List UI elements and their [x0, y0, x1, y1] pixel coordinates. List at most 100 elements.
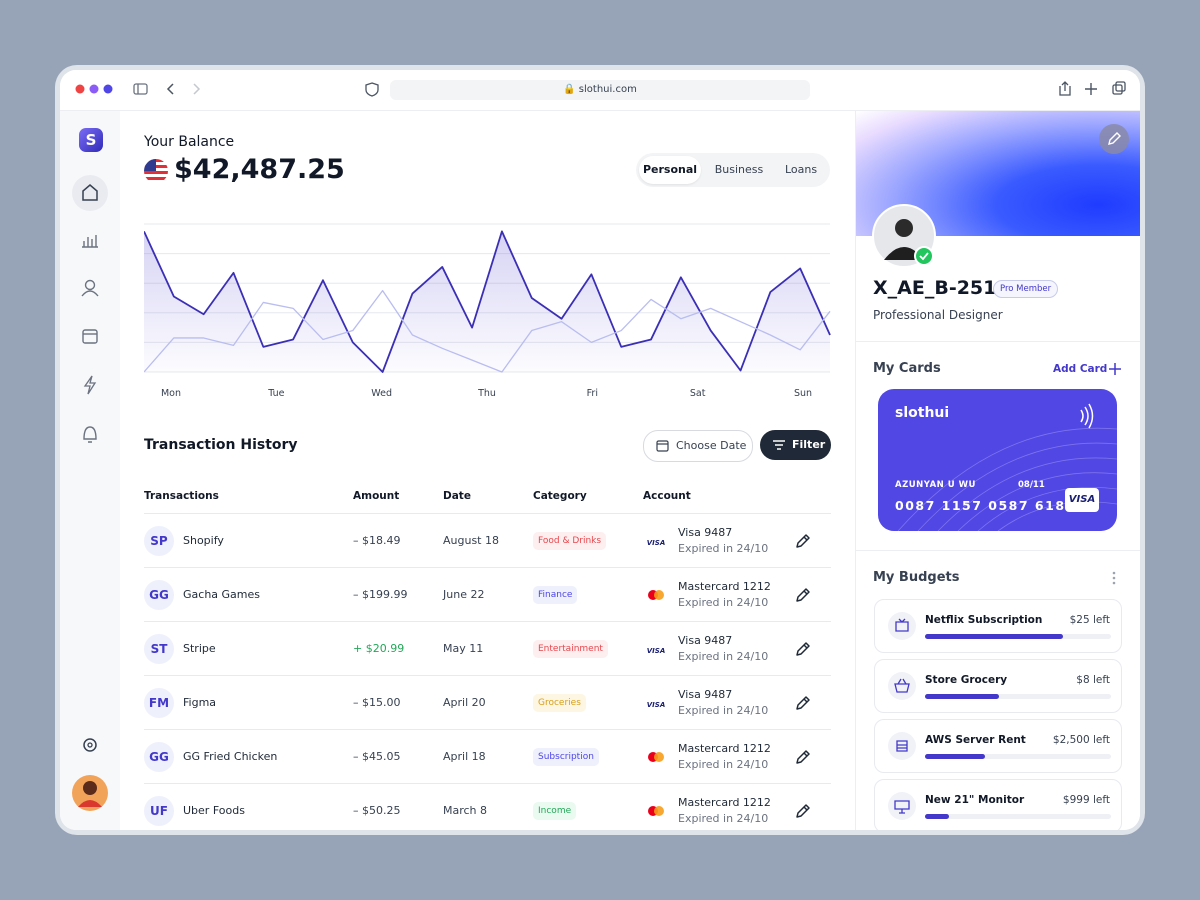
x-tick-label: Wed: [371, 388, 392, 399]
expiry: Expired in 24/10: [678, 650, 769, 663]
mastercard-icon: [648, 806, 664, 816]
card-number: 0087 1157 0587 6187: [895, 498, 1076, 513]
filter-button[interactable]: Filter: [760, 430, 831, 460]
x-tick-label: Fri: [587, 388, 598, 399]
choose-date-button[interactable]: Choose Date: [643, 430, 753, 462]
pencil: [796, 534, 810, 548]
credit-card[interactable]: slothui AZUNYAN U WU 08/11 0087 1157 058…: [878, 389, 1117, 531]
mc-yellow: [654, 806, 664, 816]
budget-icon: [888, 732, 916, 760]
tab[interactable]: Personal: [639, 156, 701, 184]
logo[interactable]: S: [79, 128, 103, 152]
date: August 18: [443, 534, 499, 547]
line: [144, 289, 831, 373]
mastercard-icon: [648, 752, 664, 762]
pencil: [796, 588, 810, 602]
category: Finance: [533, 586, 578, 604]
visa-mark: VISA: [647, 701, 665, 709]
pencil: [796, 804, 810, 818]
budget-item: Store Grocery $8 left: [874, 659, 1122, 713]
column-header: Date: [443, 490, 471, 502]
merchant: Stripe: [183, 642, 216, 655]
edit-button[interactable]: [794, 532, 812, 550]
amount: – $15.00: [353, 696, 401, 709]
budget-name: New 21" Monitor: [925, 794, 1025, 806]
card-holder: AZUNYAN U WU: [895, 480, 976, 490]
plus-icon[interactable]: [1108, 362, 1122, 376]
edit-button[interactable]: [794, 748, 812, 766]
account: Visa 9487: [678, 634, 733, 647]
button-label: Choose Date: [676, 439, 747, 452]
edit-button[interactable]: [794, 802, 812, 820]
progress-track: [925, 694, 1111, 699]
address-bar[interactable]: 🔒 slothui.com: [390, 80, 810, 100]
balance-label: Your Balance: [144, 134, 235, 150]
area: [144, 231, 830, 372]
account: Mastercard 1212: [678, 580, 771, 593]
budget-icon: [888, 612, 916, 640]
divider: [856, 550, 1140, 551]
profile-panel: X_AE_B-251 Pro Member Professional Desig…: [855, 111, 1140, 830]
date: April 20: [443, 696, 486, 709]
transaction-row: ST Stripe + $20.99 May 11 Entertainment VISA V…: [144, 621, 831, 676]
initials-avatar: ST: [144, 634, 174, 664]
budgets-title: My Budgets: [873, 570, 960, 585]
icon: [894, 678, 910, 693]
initials-avatar: UF: [144, 796, 174, 826]
amount: – $50.25: [353, 804, 401, 817]
calendar-icon: [656, 440, 669, 452]
budget-icon: [888, 672, 916, 700]
icon: [894, 800, 910, 814]
category: Entertainment: [533, 640, 608, 658]
column-header: Amount: [353, 490, 400, 502]
flag-icon: [144, 159, 168, 183]
card-pattern: [897, 403, 1117, 531]
edit-button[interactable]: [794, 586, 812, 604]
expiry: Expired in 24/10: [678, 812, 769, 825]
mc-yellow: [654, 752, 664, 762]
expiry: Expired in 24/10: [678, 704, 769, 717]
expiry: Expired in 24/10: [678, 596, 769, 609]
initials-avatar: GG: [144, 580, 174, 610]
mc-yellow: [654, 590, 664, 600]
tab[interactable]: Business: [714, 163, 764, 176]
icon-bg: [888, 732, 916, 760]
progress-bar: [925, 634, 1063, 639]
initials-avatar: FM: [144, 688, 174, 718]
date: May 11: [443, 642, 484, 655]
pro-badge: Pro Member: [993, 280, 1059, 298]
icon-bg: [888, 612, 916, 640]
icon: [896, 740, 908, 752]
edit-cover-button[interactable]: [1098, 123, 1130, 155]
toolbar: 🔒 slothui.com: [60, 70, 1140, 111]
pencil: [796, 750, 810, 764]
progress-bar: [925, 754, 985, 759]
profile-role: Professional Designer: [873, 308, 1003, 322]
more-menu[interactable]: [1111, 570, 1117, 586]
card-expiry: 08/11: [1018, 480, 1045, 490]
progress-track: [925, 754, 1111, 759]
profile-name: X_AE_B-251: [873, 277, 997, 299]
amount: – $45.05: [353, 750, 401, 763]
add-card-link[interactable]: Add Card: [1053, 363, 1108, 375]
visa-icon: VISA: [647, 701, 665, 709]
sidebar: S: [60, 111, 120, 830]
budget-icon: [888, 792, 916, 820]
merchant: Figma: [183, 696, 217, 709]
card-network: VISA: [1065, 488, 1099, 512]
cards-title: My Cards: [873, 361, 941, 376]
category: Groceries: [533, 694, 586, 712]
visa-mark: VISA: [647, 647, 665, 655]
x-tick-label: Sat: [690, 388, 706, 399]
merchant: GG Fried Chicken: [183, 750, 278, 763]
tab[interactable]: Loans: [784, 163, 818, 176]
category: Food & Drinks: [533, 532, 607, 550]
edit-button[interactable]: [794, 694, 812, 712]
pencil: [796, 696, 810, 710]
line: [144, 230, 831, 373]
filter-icon: [773, 440, 785, 450]
budget-left: $25 left: [1069, 614, 1110, 626]
category: Income: [533, 802, 577, 820]
edit-button[interactable]: [794, 640, 812, 658]
